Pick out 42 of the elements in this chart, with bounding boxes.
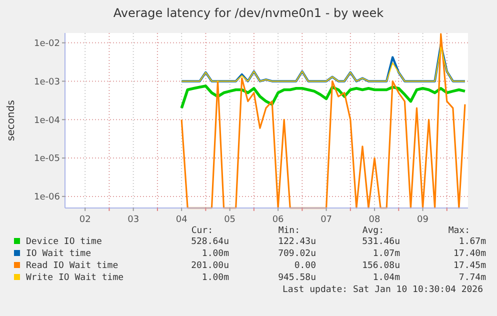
text: 528.64u — [191, 237, 229, 247]
x-tick-label: 07 — [320, 215, 332, 225]
text: Min: — [278, 226, 300, 236]
text: 17.45m — [453, 261, 486, 271]
y-tick-label: 1e-02 — [34, 38, 60, 49]
text: 0.00 — [294, 261, 316, 271]
text: 1.00m — [202, 249, 229, 259]
x-tick-label: 02 — [79, 215, 91, 225]
text: 17.40m — [453, 249, 486, 259]
legend-label: Write IO Wait time — [26, 273, 124, 283]
x-tick-label: 03 — [128, 215, 140, 225]
text: Last update: Sat Jan 10 10:30:04 2026 — [282, 285, 483, 295]
text: 531.46u — [362, 237, 400, 247]
legend-label: Device IO time — [26, 237, 102, 247]
x-tick-label: 06 — [272, 215, 284, 225]
x-tick-label: 05 — [224, 215, 236, 225]
y-tick-label: 1e-03 — [34, 77, 60, 88]
y-tick-label: 1e-06 — [34, 192, 60, 203]
text: Cur: — [191, 226, 213, 236]
y-tick-label: 1e-05 — [34, 154, 60, 164]
y-tick-label: 1e-04 — [34, 116, 60, 126]
text: 7.74m — [458, 273, 486, 283]
text: 201.00u — [191, 261, 229, 271]
text: Max: — [448, 226, 470, 236]
text: 1.67m — [458, 237, 486, 247]
text: 156.08u — [362, 261, 400, 271]
text: 1.07m — [372, 249, 400, 259]
text: 122.43u — [278, 237, 316, 247]
x-tick-label: 04 — [176, 215, 188, 225]
legend-label: Read IO Wait time — [26, 261, 118, 271]
line-series — [180, 33, 466, 209]
text: Avg: — [362, 226, 384, 236]
x-tick-label: 09 — [417, 215, 429, 225]
text: 945.58u — [278, 273, 316, 283]
y-axis-title: seconds — [6, 100, 17, 141]
line-series — [180, 84, 466, 110]
x-tick-label: 08 — [368, 215, 381, 225]
text: 709.02u — [278, 249, 316, 259]
chart-title: Average latency for /dev/nvme0n1 - by week — [113, 6, 384, 20]
text: 1.00m — [202, 273, 229, 283]
legend-label: IO Wait time — [26, 249, 92, 259]
text: 1.04m — [372, 273, 400, 283]
